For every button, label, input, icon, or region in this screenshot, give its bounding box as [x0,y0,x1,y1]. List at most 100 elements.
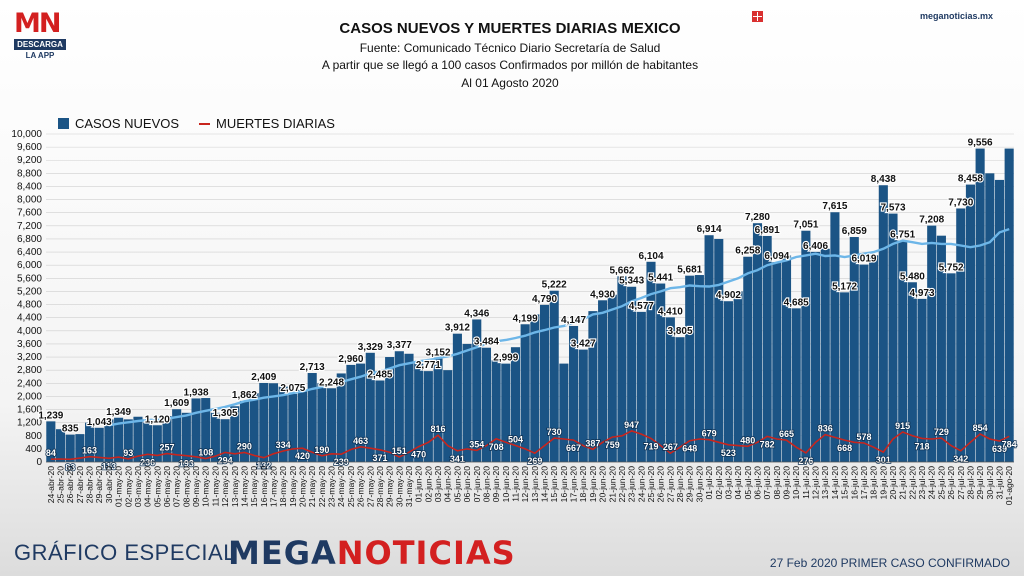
x-tick-label: 02-jul-20 [714,466,724,500]
death-value-label: 523 [721,448,736,458]
footer-brand-noticias: NOTICIAS [336,534,516,572]
death-value-label: 668 [837,443,852,453]
x-tick-label: 16-jun-20 [559,466,569,503]
legend-swatch-deaths [199,122,211,125]
x-tick-label: 12-may-20 [220,466,230,507]
case-value-label: 7,208 [919,215,944,226]
x-tick-label: 12-jun-20 [520,466,530,503]
x-tick-label: 25-jun-20 [646,466,656,503]
x-tick-label: 29-abr-20 [94,466,104,503]
case-bar [375,380,385,462]
death-value-label: 93 [123,448,133,458]
case-bar [365,352,375,462]
case-bar [268,383,279,462]
logo-tag: LA APP [25,51,55,60]
case-bar [259,382,269,462]
case-bar [65,434,75,462]
case-bar [859,264,869,462]
case-bar [917,298,927,462]
case-bar [781,255,792,462]
x-tick-label: 28-may-20 [375,466,385,507]
case-bar [501,363,511,462]
y-tick-label: 2,800 [17,365,42,376]
case-bar [394,351,404,462]
x-tick-label: 30-may-20 [394,466,404,507]
case-bar [433,358,443,462]
death-value-label: 679 [702,429,717,439]
case-bar [55,429,66,462]
x-tick-label: 13-jun-20 [530,466,540,503]
death-value-label: 290 [237,441,252,451]
case-bar [191,398,201,462]
chart-title: CASOS NUEVOS Y MUERTES DIARIAS MEXICO [339,20,681,37]
y-tick-label: 6,800 [17,234,42,245]
case-value-label: 2,960 [338,354,363,365]
death-value-label: 915 [895,421,910,431]
case-value-label: 4,577 [629,301,654,312]
x-tick-label: 19-jul-20 [878,466,888,500]
case-bar [336,373,346,462]
case-bar [230,406,240,462]
y-tick-label: 8,000 [17,195,42,206]
x-tick-label: 15-may-20 [249,466,259,507]
case-value-label: 6,104 [638,251,663,262]
x-tick-label: 12-jul-20 [811,466,821,500]
death-value-label: 341 [450,454,465,464]
y-tick-label: 1,600 [17,405,42,416]
case-value-label: 7,051 [793,220,818,231]
x-tick-label: 11-jul-20 [801,466,811,499]
death-value-label: 83 [65,462,75,472]
case-bar [791,308,801,462]
x-tick-label: 22-jul-20 [907,466,917,500]
x-tick-label: 01-ago-20 [1004,466,1014,505]
case-bar [704,235,714,462]
x-tick-label: 15-jun-20 [549,466,559,503]
case-value-label: 5,480 [900,271,925,282]
legend-label-deaths: MUERTES DIARIAS [216,116,335,131]
y-tick-label: 400 [25,444,42,455]
y-tick-label: 5,200 [17,286,42,297]
case-value-label: 7,615 [822,201,847,212]
x-tick-label: 20-jun-20 [598,466,608,503]
x-tick-label: 21-jul-20 [898,466,908,500]
x-tick-label: 19-jun-20 [588,466,598,503]
death-value-label: 84 [46,448,56,458]
death-value-label: 420 [295,451,310,461]
death-value-label: 334 [276,440,291,450]
case-value-label: 1,609 [164,398,189,409]
death-value-label: 470 [411,450,426,460]
death-value-label: 665 [779,429,794,439]
x-tick-label: 07-may-20 [172,466,182,507]
x-tick-label: 18-jun-20 [578,466,588,503]
case-bar [491,360,501,462]
x-tick-label: 13-may-20 [230,466,240,507]
death-value-label: 667 [566,443,581,453]
x-tick-label: 04-may-20 [143,466,153,507]
death-value-label: 257 [159,443,174,453]
x-tick-label: 05-jul-20 [743,466,753,500]
case-value-label: 5,681 [677,265,702,276]
case-bar [646,261,656,462]
case-bar [898,240,908,462]
death-value-label: 836 [818,424,833,434]
case-value-label: 3,912 [445,323,470,334]
case-bar [201,398,211,462]
case-bar [104,419,114,462]
x-tick-label: 23-jun-20 [627,466,637,503]
x-tick-label: 24-may-20 [336,466,346,507]
case-bar [694,275,704,462]
x-tick-label: 24-abr-20 [46,466,56,503]
meganoticias-logo[interactable]: MN DESCARGA LA APP [14,10,66,61]
x-tick-label: 21-may-20 [307,466,317,507]
case-bar [443,370,453,462]
y-tick-label: 2,000 [17,391,42,402]
case-bar [588,311,598,462]
site-url[interactable]: meganoticias.mx [920,11,994,21]
case-bar [520,324,530,462]
case-bar [346,364,356,462]
death-value-label: 719 [643,441,658,451]
case-bar [152,425,162,462]
case-value-label: 6,019 [851,254,876,265]
case-value-label: 5,441 [648,273,673,284]
chart-note: A partir que se llegó a 100 casos Confir… [321,58,699,72]
